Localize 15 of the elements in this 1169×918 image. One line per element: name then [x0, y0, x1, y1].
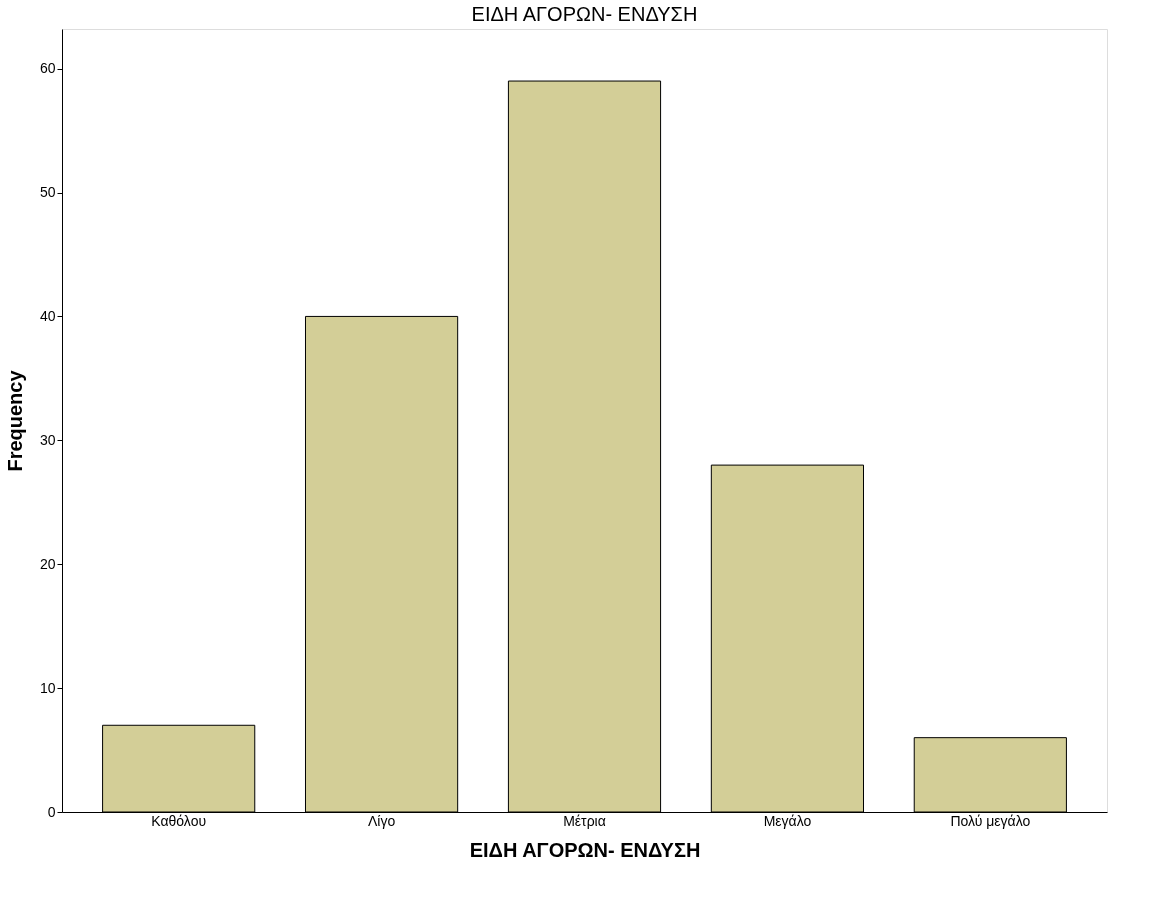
- y-axis-title: Frequency: [3, 369, 26, 472]
- x-tick-label: Πολύ μεγάλο: [950, 812, 1031, 829]
- y-tick-label: 40: [39, 307, 56, 324]
- y-tick-label: 60: [39, 60, 56, 77]
- chart-title: ΕΙΔΗ ΑΓΟΡΩΝ- ΕΝΔΥΣΗ: [471, 3, 698, 25]
- y-tick-label: 30: [39, 431, 56, 448]
- x-tick-label: Λίγο: [367, 812, 396, 829]
- y-tick-label: 0: [47, 803, 56, 820]
- x-tick-label: Μεγάλο: [763, 812, 812, 829]
- x-axis-title: ΕΙΔΗ ΑΓΟΡΩΝ- ΕΝΔΥΣΗ: [469, 838, 701, 861]
- y-tick-label: 50: [39, 184, 56, 201]
- x-tick-label: Μέτρια: [563, 812, 606, 829]
- y-tick-label: 10: [39, 679, 56, 696]
- y-tick-label: 20: [39, 555, 56, 572]
- x-tick-label: Καθόλου: [151, 812, 207, 829]
